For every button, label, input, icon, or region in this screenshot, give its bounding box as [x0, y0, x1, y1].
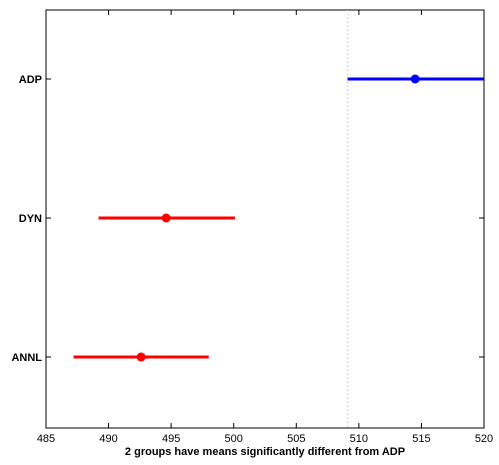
mean-marker — [410, 74, 420, 84]
x-tick-label: 510 — [350, 433, 368, 445]
x-axis: 485 490 495 500 505 510 515 520 — [37, 10, 493, 445]
y-axis: ADP DYN ANNL — [11, 74, 484, 364]
x-tick-label: 500 — [225, 433, 243, 445]
x-tick-label: 490 — [99, 433, 117, 445]
mean-marker — [161, 213, 171, 223]
x-tick-label: 495 — [162, 433, 180, 445]
mean-marker — [136, 352, 146, 362]
interval-adp — [347, 74, 484, 84]
x-tick-label: 520 — [475, 433, 493, 445]
x-tick-label: 485 — [37, 433, 55, 445]
y-tick-label: ADP — [19, 74, 42, 86]
y-tick-label: DYN — [19, 213, 42, 225]
x-tick-label: 515 — [412, 433, 430, 445]
interval-dyn — [98, 213, 235, 223]
interval-annl — [73, 352, 209, 362]
y-tick-label: ANNL — [11, 352, 42, 364]
x-axis-label: 2 groups have means significantly differ… — [125, 446, 405, 458]
interval-series — [73, 74, 484, 362]
x-tick-label: 505 — [287, 433, 305, 445]
